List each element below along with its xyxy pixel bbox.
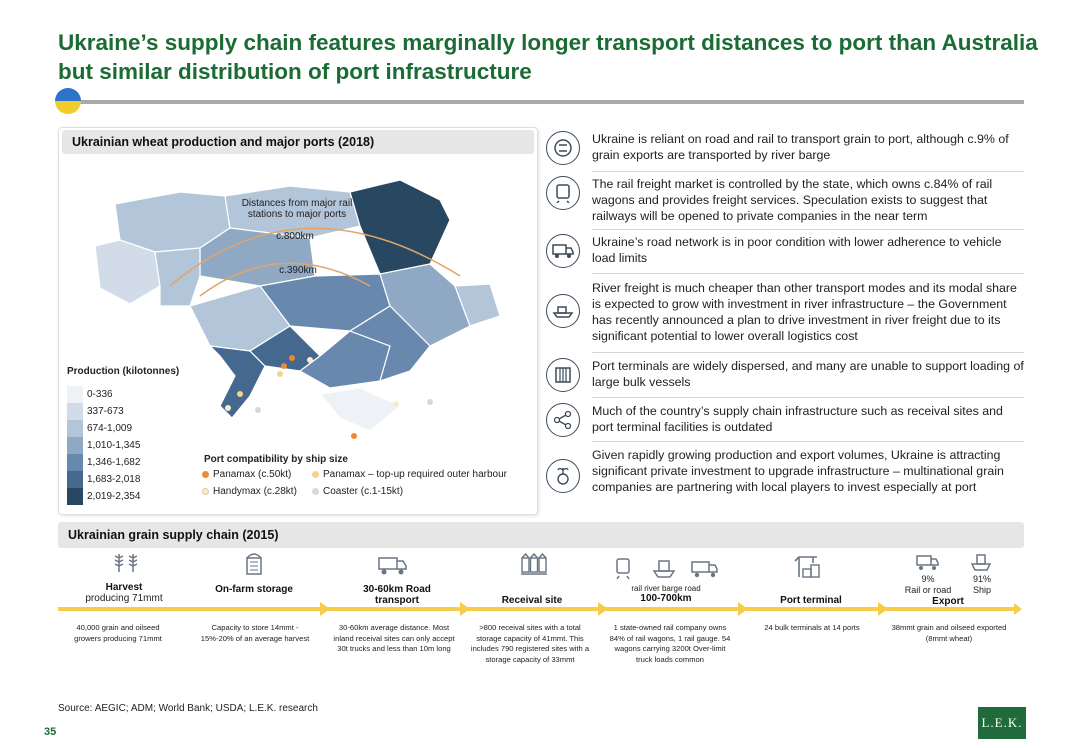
map-region-west-central xyxy=(154,247,201,307)
port-legend-item: Panamax – top-up required outer harbour xyxy=(312,469,507,480)
legend-item: 337-673 xyxy=(67,403,124,420)
distance-arc-390km xyxy=(199,262,371,297)
truck-icon xyxy=(691,561,718,578)
stage-receival-site: Receival site xyxy=(501,595,563,606)
bullet-river: River freight is much cheaper than other… xyxy=(546,280,1024,344)
money-plant-icon xyxy=(546,459,580,493)
map-region-far-east xyxy=(454,283,501,327)
stage-port-terminal: Port terminal xyxy=(780,595,842,606)
port-dot xyxy=(351,433,357,439)
port-dot xyxy=(255,407,261,413)
distance-390km-label: c.390km xyxy=(279,265,317,276)
stage-desc: 1 state-owned rail company owns 84% of r… xyxy=(609,623,731,664)
ukraine-map xyxy=(94,179,501,439)
truck-icon xyxy=(916,555,939,570)
port-legend-item: Panamax (c.50kt) xyxy=(202,469,291,480)
map-region-northeast xyxy=(349,179,451,275)
rail-and-road-icon xyxy=(546,131,580,165)
network-icon xyxy=(546,403,580,437)
source-note: Source: AEGIC; ADM; World Bank; USDA; L.… xyxy=(58,703,318,714)
truck-icon xyxy=(378,557,407,575)
bullet-investment: Given rapidly growing production and exp… xyxy=(546,447,1024,495)
bullet-outdated: Much of the country’s supply chain infra… xyxy=(546,403,1024,437)
stage-export: Export xyxy=(932,596,964,607)
stage-road-transport: 30-60km Road transport xyxy=(363,584,431,606)
bullet-rail-road: Ukraine is reliant on road and rail to t… xyxy=(546,131,1024,165)
distance-800km-label: c.800km xyxy=(276,231,314,242)
map-heading: Ukrainian wheat production and major por… xyxy=(62,130,534,154)
receival-silos-icon xyxy=(521,552,547,575)
legend-item: 1,346-1,682 xyxy=(67,454,140,471)
port-crane-icon xyxy=(794,556,820,578)
train-icon xyxy=(546,176,580,210)
supply-chain-arrow xyxy=(58,602,1022,616)
port-dot xyxy=(237,391,243,397)
stage-desc: Capacity to store 14mmt - 15%-20% of an … xyxy=(200,623,310,643)
train-icon xyxy=(616,558,630,579)
bullet-rail-freight: The rail freight market is controlled by… xyxy=(546,176,1024,224)
stage-desc: 30-60km average distance. Most inland re… xyxy=(333,623,455,653)
legend-title: Production (kilotonnes) xyxy=(67,366,180,377)
map-panel xyxy=(58,127,538,515)
distance-caption: Distances from major rail stations to ma… xyxy=(241,198,353,220)
truck-icon xyxy=(546,234,580,268)
title-divider xyxy=(70,100,1024,104)
legend-item: 2,019-2,354 xyxy=(67,488,140,505)
ship-icon xyxy=(970,554,992,571)
port-legend-title: Port compatibility by ship size xyxy=(204,454,348,465)
legend-item: 0-336 xyxy=(67,386,113,403)
legend-item: 1,683-2,018 xyxy=(67,471,140,488)
barge-icon xyxy=(652,560,676,578)
port-legend-box xyxy=(194,449,524,504)
stage-on-farm-storage: On-farm storage xyxy=(215,584,293,595)
bullet-road: Ukraine’s road network is in poor condit… xyxy=(546,234,1024,268)
port-dot xyxy=(277,371,283,377)
port-dot xyxy=(225,405,231,411)
export-ship-pct: 91% xyxy=(972,574,991,584)
stage-desc: 40,000 grain and oilseed growers produci… xyxy=(74,623,162,643)
lek-logo: L.E.K. xyxy=(978,707,1026,739)
bullet-ports: Port terminals are widely dispersed, and… xyxy=(546,358,1024,392)
port-dot xyxy=(307,357,313,363)
stage-harvest: Harvest producing 71mmt xyxy=(85,582,163,604)
port-gate-icon xyxy=(546,358,580,392)
barge-icon xyxy=(546,294,580,328)
map-region-crimea xyxy=(318,387,402,432)
ukraine-flag-icon xyxy=(55,88,81,114)
export-road-pct: 9% xyxy=(921,574,935,584)
stage-rail-barge-road: rail river barge road 100-700km xyxy=(631,584,701,604)
port-legend-item: Handymax (c.28kt) xyxy=(202,486,297,497)
export-road-label: Rail or road xyxy=(904,585,952,595)
slide-title: Ukraine’s supply chain features marginal… xyxy=(58,30,1038,84)
silo-icon xyxy=(246,553,262,575)
stage-desc: 24 bulk terminals at 14 ports xyxy=(764,623,860,632)
legend-item: 1,010-1,345 xyxy=(67,437,140,454)
port-dot xyxy=(281,363,287,369)
stage-desc: 38mmt grain and oilseed exported (8mmt w… xyxy=(891,623,1007,643)
legend-item: 674-1,009 xyxy=(67,420,132,437)
stage-desc: >800 receival sites with a total storage… xyxy=(470,623,590,664)
distance-arc-800km xyxy=(169,227,461,287)
port-dot xyxy=(427,399,433,405)
map-region-zaporizhzhia xyxy=(348,305,431,382)
export-ship-label: Ship xyxy=(972,585,991,595)
wheat-icon xyxy=(114,554,138,572)
port-dot xyxy=(393,401,399,407)
port-legend-item: Coaster (c.1-15kt) xyxy=(312,486,403,497)
page-number: 35 xyxy=(44,726,57,738)
chain-heading: Ukrainian grain supply chain (2015) xyxy=(58,522,1024,548)
port-dot xyxy=(289,355,295,361)
